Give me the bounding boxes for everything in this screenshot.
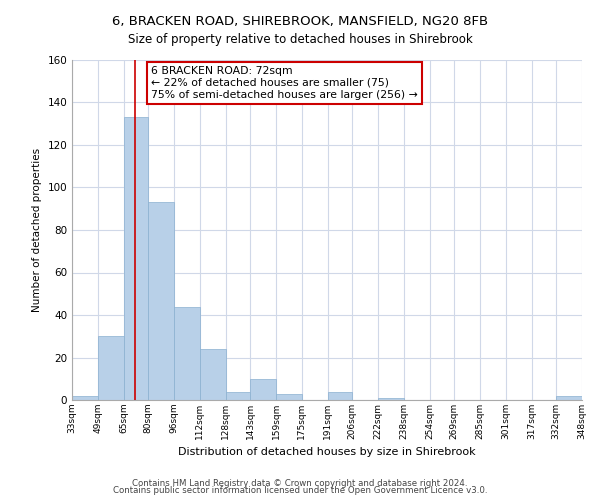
Bar xyxy=(200,349,226,400)
Text: 6 BRACKEN ROAD: 72sqm
← 22% of detached houses are smaller (75)
75% of semi-deta: 6 BRACKEN ROAD: 72sqm ← 22% of detached … xyxy=(151,66,418,100)
Bar xyxy=(72,396,98,400)
Bar xyxy=(378,398,404,400)
Bar xyxy=(328,392,352,400)
Text: 6, BRACKEN ROAD, SHIREBROOK, MANSFIELD, NG20 8FB: 6, BRACKEN ROAD, SHIREBROOK, MANSFIELD, … xyxy=(112,15,488,28)
Text: Size of property relative to detached houses in Shirebrook: Size of property relative to detached ho… xyxy=(128,32,472,46)
Bar xyxy=(174,306,200,400)
Bar xyxy=(148,202,174,400)
Text: Contains HM Land Registry data © Crown copyright and database right 2024.: Contains HM Land Registry data © Crown c… xyxy=(132,478,468,488)
Bar xyxy=(226,392,250,400)
X-axis label: Distribution of detached houses by size in Shirebrook: Distribution of detached houses by size … xyxy=(178,448,476,458)
Bar xyxy=(250,379,276,400)
Text: Contains public sector information licensed under the Open Government Licence v3: Contains public sector information licen… xyxy=(113,486,487,495)
Y-axis label: Number of detached properties: Number of detached properties xyxy=(32,148,42,312)
Bar xyxy=(276,394,302,400)
Bar xyxy=(124,118,148,400)
Bar xyxy=(98,336,124,400)
Bar xyxy=(556,396,582,400)
